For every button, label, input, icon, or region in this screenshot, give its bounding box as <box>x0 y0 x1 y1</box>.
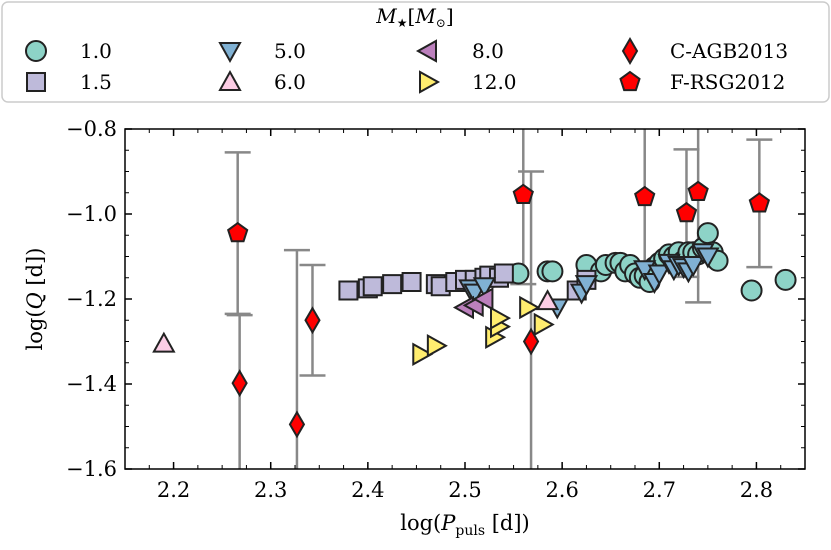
data-point <box>472 287 494 311</box>
data-point <box>226 221 249 243</box>
data-point <box>687 180 709 201</box>
data-point <box>533 312 555 337</box>
data-point <box>681 256 705 278</box>
legend-label: 5.0 <box>274 39 306 63</box>
legend-marker <box>419 70 441 94</box>
data-point <box>401 272 422 292</box>
data-point <box>696 222 719 245</box>
data-point <box>490 306 512 330</box>
data-point <box>774 268 797 291</box>
error-bars <box>224 129 773 469</box>
y-axis-ticks: −1.6 −1.4 −1.2 −1.0 −0.8 <box>66 117 805 481</box>
legend-marker <box>218 69 242 91</box>
legend-label: 1.5 <box>80 70 112 94</box>
data-point <box>472 277 497 299</box>
data-point <box>362 276 383 297</box>
legend-marker <box>25 40 47 62</box>
y-axis-label: log(Q [d]) <box>23 248 47 351</box>
data-points <box>152 180 797 439</box>
legend-entry: 5.0 <box>218 39 306 64</box>
plot-area: 2.2 2.3 2.4 2.5 2.6 2.7 2.8 −1.6 −1.4 −1.2 −1.0 −0… <box>66 117 806 502</box>
y-tick-label: −1.0 <box>66 202 117 226</box>
legend-label: C-AGB2013 <box>670 39 788 63</box>
x-tick-label: 2.8 <box>740 478 773 502</box>
data-point <box>231 369 248 398</box>
data-point <box>541 260 564 283</box>
legend-label: 6.0 <box>274 70 306 94</box>
data-point <box>647 264 671 286</box>
legend-marker <box>218 42 242 64</box>
legend-label: F-RSG2012 <box>670 70 785 94</box>
legend-marker <box>415 39 437 63</box>
plot-frame <box>124 128 806 470</box>
legend-entry: 6.0 <box>218 69 306 94</box>
legend-entry: C-AGB2013 <box>621 37 788 65</box>
legend-label: 1.0 <box>80 39 112 63</box>
data-point <box>288 410 306 439</box>
legend-entry: 1.5 <box>26 70 112 94</box>
data-point <box>493 263 514 284</box>
legend-marker <box>619 70 641 92</box>
legend-marker <box>621 37 639 65</box>
data-point <box>304 306 321 335</box>
y-tick-label: −0.8 <box>66 117 117 141</box>
legend-entry: 1.0 <box>25 39 112 63</box>
data-point <box>748 192 771 213</box>
x-tick-label: 2.5 <box>448 478 481 502</box>
data-point <box>512 183 534 204</box>
legend-marker <box>26 72 46 92</box>
legend-entries: 1.0 1.5 5.0 6.0 8.0 12.0 C-AGB2013 F-RSG2012 <box>25 37 788 94</box>
data-point <box>426 334 448 358</box>
y-tick-label: −1.2 <box>66 287 117 311</box>
x-axis-label: log(Ppuls [d]) <box>400 511 529 539</box>
legend-entry: 8.0 <box>415 39 504 63</box>
data-point <box>740 279 763 302</box>
data-point <box>382 274 403 295</box>
data-point <box>152 331 176 353</box>
x-tick-label: 2.7 <box>643 478 676 502</box>
data-point <box>574 275 599 297</box>
legend-entry: 12.0 <box>419 70 517 94</box>
data-point <box>696 247 720 269</box>
data-point <box>535 289 560 311</box>
y-tick-label: −1.4 <box>66 372 117 396</box>
legend: M★[M⊙] 1.0 1.5 5.0 6.0 8.0 12.0 C-AGB2013 F-RSG… <box>1 1 830 103</box>
legend-label: 8.0 <box>472 39 504 63</box>
data-point <box>522 327 540 356</box>
data-point <box>338 280 359 301</box>
x-tick-label: 2.4 <box>351 478 384 502</box>
data-point <box>519 295 541 320</box>
x-tick-label: 2.3 <box>254 478 287 502</box>
legend-label: 12.0 <box>472 70 517 94</box>
x-axis-ticks: 2.2 2.3 2.4 2.5 2.6 2.7 2.8 <box>124 129 806 502</box>
legend-entry: F-RSG2012 <box>619 70 785 94</box>
x-tick-label: 2.2 <box>157 478 190 502</box>
x-tick-label: 2.6 <box>545 478 578 502</box>
data-point <box>634 185 656 207</box>
y-tick-label: −1.6 <box>66 457 117 481</box>
legend-title: M★[M⊙] <box>375 4 453 30</box>
data-point <box>412 342 434 366</box>
data-point <box>675 201 698 223</box>
